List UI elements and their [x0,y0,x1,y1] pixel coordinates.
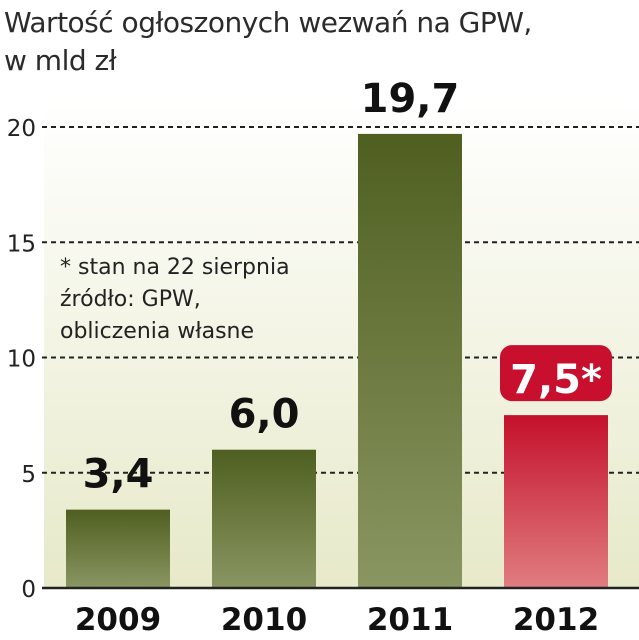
bar [358,133,462,589]
bar [504,415,608,588]
x-tick-label: 2009 [75,602,161,638]
bar [212,449,316,588]
y-tick-label: 5 [21,462,36,488]
bar-value-label: 7,5* [510,357,602,403]
chart-note: * stan na 22 sierpnia źródło: GPW, oblic… [60,252,290,348]
y-tick-label: 20 [7,116,36,142]
y-tick-label: 15 [7,231,36,257]
x-tick-label: 2010 [221,602,307,638]
note-line-3: obliczenia własne [60,319,255,344]
y-tick-label: 0 [21,577,36,603]
bar-value-label: 19,7 [361,76,460,122]
x-tick-label: 2012 [513,602,599,638]
note-line-2: źródło: GPW, [60,287,201,312]
note-line-1: * stan na 22 sierpnia [60,255,290,280]
chart-title-line-1: Wartość ogłoszonych wezwań na GPW, [4,6,532,39]
bar-value-label: 6,0 [229,392,300,438]
bar-value-label: 3,4 [83,452,154,498]
highlight-label-badge [500,345,612,402]
x-tick-label: 2011 [367,602,453,638]
chart-title: Wartość ogłoszonych wezwań na GPW, w mld… [4,4,636,80]
bar [66,509,170,588]
y-tick-label: 10 [7,347,36,373]
chart-title-line-2: w mld zł [4,44,117,77]
